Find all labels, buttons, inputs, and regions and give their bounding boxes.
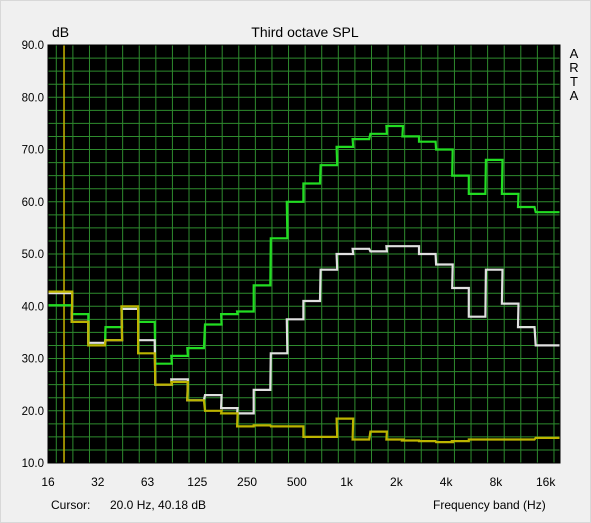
y-tick-label: 70.0 (22, 145, 44, 157)
side-label-letter: A (570, 88, 579, 103)
x-tick-label: 1k (340, 475, 354, 489)
chart-title: Third octave SPL (251, 24, 359, 40)
x-tick-label: 4k (440, 475, 454, 489)
y-tick-label: 40.0 (22, 301, 44, 313)
x-tick-label: 250 (237, 475, 257, 489)
x-tick-label: 16k (536, 475, 556, 489)
x-tick-label: 8k (490, 475, 504, 489)
y-tick-label: 80.0 (22, 92, 44, 104)
x-tick-label: 16 (41, 475, 55, 489)
y-tick-label: 10.0 (22, 458, 44, 470)
cursor-readout: 20.0 Hz, 40.18 dB (110, 498, 207, 512)
side-label-letter: R (569, 60, 578, 75)
frequency-band-label: Frequency band (Hz) (433, 498, 546, 512)
y-tick-label: 60.0 (22, 197, 44, 209)
side-label-letter: T (570, 74, 578, 89)
y-tick-label: 50.0 (22, 249, 44, 261)
series-line-2 (48, 245, 560, 415)
y-tick-label: 30.0 (22, 354, 44, 366)
x-tick-label: 500 (287, 475, 307, 489)
x-tick-label: 32 (91, 475, 105, 489)
series-line-3 (48, 290, 560, 444)
y-tick-label: 20.0 (22, 406, 44, 418)
x-tick-label: 125 (187, 475, 207, 489)
plot-border (47, 44, 561, 464)
y-tick-label: 90.0 (22, 40, 44, 52)
y-axis-unit-label: dB (52, 24, 69, 40)
x-tick-label: 63 (141, 475, 155, 489)
x-tick-label: 2k (390, 475, 404, 489)
side-label-letter: A (570, 46, 579, 61)
grid-lines (48, 45, 560, 463)
cursor-label: Cursor: (51, 498, 91, 512)
